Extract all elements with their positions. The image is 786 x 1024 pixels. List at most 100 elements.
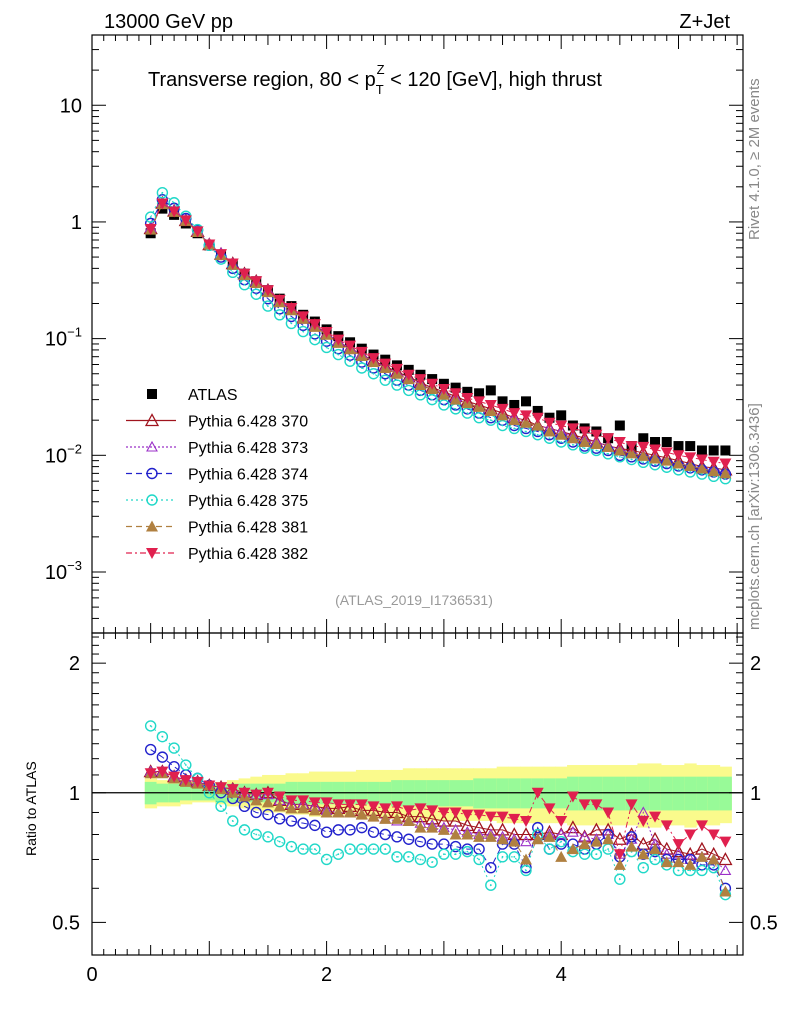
data-point	[426, 378, 439, 390]
ratio-point	[590, 799, 603, 811]
ratio-point	[344, 806, 357, 818]
ratio-point	[543, 830, 556, 842]
data-point	[367, 353, 380, 365]
ratio-point	[262, 808, 274, 821]
ratio-point	[309, 819, 321, 832]
data-point	[556, 410, 567, 421]
ratio-point	[496, 851, 509, 863]
band-inner-bin	[496, 778, 510, 809]
data-point	[179, 215, 192, 227]
data-point	[285, 302, 298, 314]
data-point	[379, 374, 391, 386]
series-line	[150, 198, 726, 475]
ratio-point	[555, 815, 568, 827]
data-point	[684, 459, 697, 471]
data-point	[531, 419, 544, 431]
ratio-point	[508, 813, 521, 825]
data-point	[344, 355, 356, 367]
ratio-point	[649, 843, 662, 855]
ratio-point	[355, 808, 368, 820]
data-point	[555, 420, 568, 432]
ratio-point	[518, 827, 534, 841]
ratio-y-tick-label-right: 2	[750, 653, 761, 675]
main-y-tick-label: 10−1	[45, 325, 82, 351]
ratio-point	[285, 815, 298, 827]
data-point	[508, 414, 521, 426]
data-point	[438, 399, 450, 411]
ratio-point	[520, 853, 532, 865]
ratio-point	[649, 811, 662, 823]
data-point	[390, 363, 403, 375]
analysis-tag: (ATLAS_2019_I1736531)	[335, 592, 493, 608]
x-tick-label: 2	[321, 964, 332, 986]
title-sup: Z	[377, 62, 385, 77]
data-point	[485, 414, 497, 426]
data-point	[191, 226, 204, 238]
ratio-point	[215, 800, 227, 813]
ratio-point	[332, 799, 345, 811]
ratio-point	[555, 835, 567, 848]
data-point	[309, 333, 321, 346]
data-point	[273, 309, 286, 321]
data-point	[262, 300, 274, 312]
band-inner-bin	[684, 776, 697, 811]
ratio-point	[414, 821, 427, 833]
data-point	[613, 444, 626, 456]
data-point	[696, 445, 707, 456]
ratio-point	[531, 833, 544, 845]
ratio-point	[660, 856, 673, 868]
data-point	[578, 426, 591, 438]
ratio-point	[719, 836, 732, 848]
ratio-point	[332, 806, 345, 818]
data-point	[461, 392, 474, 404]
ratio-point	[461, 809, 474, 821]
ratio-point	[344, 843, 356, 855]
ratio-point	[262, 831, 274, 843]
data-point	[684, 452, 697, 464]
ratio-point	[602, 833, 615, 845]
ratio-point	[250, 789, 263, 801]
ratio-series-pythia-6-428-381	[144, 767, 732, 897]
ratio-point	[566, 826, 579, 837]
data-point	[144, 211, 157, 223]
ratio-point	[332, 824, 345, 836]
band-inner-bin	[508, 778, 521, 809]
ratio-point	[391, 851, 403, 863]
data-point	[485, 385, 496, 396]
ratio-point	[543, 803, 556, 815]
ratio-frame	[91, 632, 744, 956]
data-point	[532, 405, 543, 416]
data-point	[285, 317, 298, 330]
legend-marker	[147, 389, 157, 399]
ratio-point	[308, 797, 321, 809]
data-point	[226, 258, 239, 270]
ratio-point	[695, 820, 708, 832]
data-point	[719, 458, 732, 470]
ratio-point	[449, 848, 462, 860]
ratio-point	[602, 843, 614, 855]
data-point	[531, 412, 544, 424]
ratio-point	[168, 771, 181, 783]
ratio-point	[485, 861, 497, 874]
ratio-point	[168, 742, 180, 754]
ratio-point	[238, 787, 251, 799]
data-point	[720, 445, 731, 456]
ratio-point	[414, 803, 427, 815]
data-point	[379, 358, 392, 370]
ratio-point	[226, 784, 239, 796]
series-pythia-6-428-382	[144, 198, 732, 470]
ratio-point	[320, 853, 333, 866]
ratio-point	[379, 843, 391, 855]
band-inner-bin	[613, 776, 627, 811]
ratio-point	[390, 812, 403, 824]
data-point	[414, 374, 427, 386]
ratio-point	[532, 821, 544, 834]
data-point	[203, 239, 216, 251]
legend-entry: ATLAS	[147, 387, 238, 404]
ratio-point	[297, 802, 310, 814]
ratio-point	[613, 858, 626, 870]
ratio-point	[261, 787, 274, 799]
ratio-point	[672, 856, 685, 868]
band-inner-bin	[637, 776, 650, 811]
ratio-point	[473, 809, 486, 821]
